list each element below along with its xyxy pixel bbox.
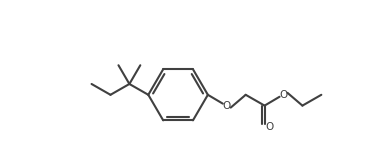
Text: O: O xyxy=(265,122,274,132)
Text: O: O xyxy=(223,101,231,111)
Text: O: O xyxy=(279,90,288,100)
